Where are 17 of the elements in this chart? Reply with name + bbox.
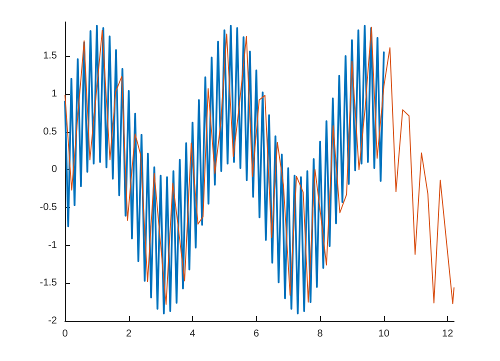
y-tick-label: -1 (48, 240, 58, 251)
x-tick-label: 8 (317, 328, 324, 340)
x-tick-label: 0 (62, 328, 68, 340)
y-tick-label: -1.5 (40, 278, 58, 289)
y-tick-label: -2 (48, 316, 58, 326)
y-tick-label: -0.5 (40, 202, 58, 213)
y-tick-label: 1 (51, 88, 58, 100)
y-tick-label: 0.5 (43, 126, 58, 138)
line-series (64, 24, 385, 314)
x-tick-label: 2 (126, 328, 132, 340)
line-series (64, 26, 454, 305)
x-tick-label: 4 (190, 328, 196, 340)
x-tick-label: 6 (254, 328, 260, 340)
x-tick-label: 12 (442, 328, 454, 340)
y-tick-label: 0 (51, 164, 58, 176)
x-tick-label: 10 (378, 328, 390, 340)
y-tick-label: 1.5 (43, 50, 58, 62)
